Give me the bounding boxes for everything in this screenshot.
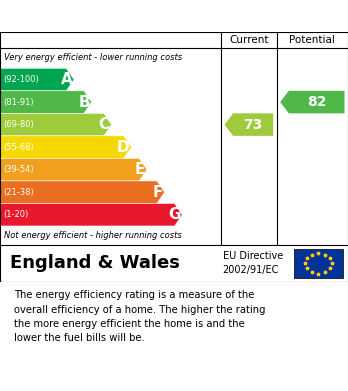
Polygon shape	[280, 91, 345, 113]
Polygon shape	[0, 181, 165, 203]
Text: D: D	[117, 140, 130, 154]
Polygon shape	[0, 113, 111, 136]
Text: F: F	[152, 185, 163, 200]
Text: (81-91): (81-91)	[3, 98, 34, 107]
Text: (92-100): (92-100)	[3, 75, 39, 84]
Polygon shape	[224, 113, 273, 136]
Text: Very energy efficient - lower running costs: Very energy efficient - lower running co…	[4, 53, 182, 62]
Text: A: A	[61, 72, 72, 87]
Text: The energy efficiency rating is a measure of the
overall efficiency of a home. T: The energy efficiency rating is a measur…	[14, 290, 266, 343]
Text: 82: 82	[307, 95, 326, 109]
Text: Potential: Potential	[290, 35, 335, 45]
Polygon shape	[0, 158, 147, 181]
Polygon shape	[0, 68, 74, 91]
Text: Not energy efficient - higher running costs: Not energy efficient - higher running co…	[4, 231, 182, 240]
Text: B: B	[78, 95, 90, 109]
Text: (69-80): (69-80)	[3, 120, 34, 129]
Text: E: E	[135, 162, 145, 177]
Text: C: C	[98, 117, 110, 132]
Text: (1-20): (1-20)	[3, 210, 29, 219]
Text: Current: Current	[229, 35, 269, 45]
Polygon shape	[0, 91, 92, 113]
Text: G: G	[168, 207, 181, 222]
Text: (21-38): (21-38)	[3, 188, 34, 197]
FancyBboxPatch shape	[294, 249, 343, 278]
Text: (55-68): (55-68)	[3, 143, 34, 152]
Polygon shape	[0, 203, 182, 226]
Text: England & Wales: England & Wales	[10, 254, 180, 273]
Text: EU Directive
2002/91/EC: EU Directive 2002/91/EC	[223, 251, 283, 275]
Text: 73: 73	[244, 118, 263, 132]
Polygon shape	[0, 136, 132, 158]
Text: (39-54): (39-54)	[3, 165, 34, 174]
Text: Energy Efficiency Rating: Energy Efficiency Rating	[14, 9, 235, 23]
